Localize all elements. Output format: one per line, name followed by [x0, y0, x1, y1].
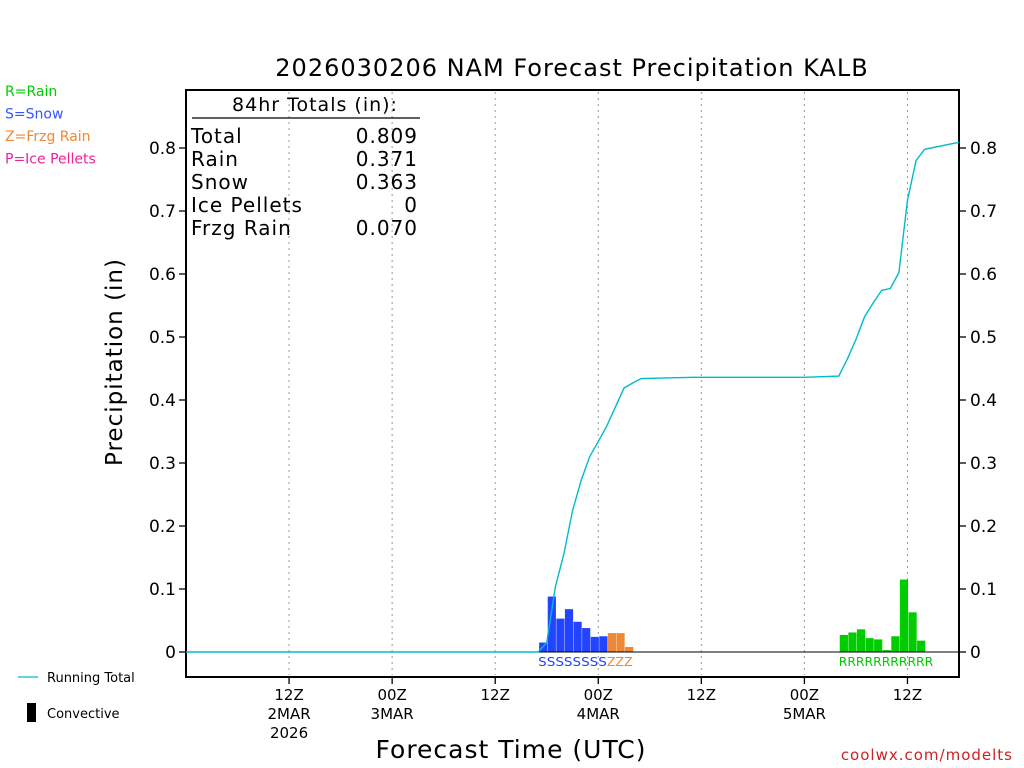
precip-bar — [874, 639, 883, 652]
totals-box: 84hr Totals (in): Total 0.809 Rain 0.371 Sno… — [190, 94, 420, 240]
y-tick-label-left: 0.1 — [149, 580, 176, 600]
type-legend-entry: S=Snow — [5, 107, 63, 123]
running-total-legend-label: Running Total — [47, 671, 135, 686]
precip-bar — [899, 579, 909, 652]
precip-bar — [882, 650, 891, 652]
totals-row-value: 0.809 — [356, 124, 418, 148]
running-total-series — [186, 141, 960, 653]
vertical-gridlines — [288, 92, 908, 675]
totals-rows: Total 0.809 Rain 0.371 Snow 0.363 Ice Pellets 0… — [190, 124, 418, 240]
precip-bar — [891, 636, 900, 652]
x-axis-label: Forecast Time (UTC) — [376, 735, 647, 764]
y-tick-label-right: 0.5 — [970, 328, 997, 348]
x-tick-time: 00Z — [377, 686, 406, 704]
y-axis-right: 0 0.1 0.2 0.3 0.4 0.5 0.6 0.7 0.8 — [959, 139, 997, 663]
x-tick-date: 5MAR — [783, 705, 826, 723]
y-tick-label-left: 0.7 — [149, 202, 176, 222]
precip-bar — [908, 612, 917, 652]
y-tick-label-left: 0 — [165, 643, 176, 663]
y-tick-label-right: 0.1 — [970, 580, 997, 600]
totals-row-label: Rain — [191, 147, 239, 171]
plot-frame — [185, 89, 960, 678]
precip-bar — [564, 609, 574, 652]
precip-bars — [539, 579, 926, 652]
precip-type-labels: SSSSSSSS ZZZ RRRRRRRRRRR — [538, 655, 933, 669]
totals-row-label: Snow — [191, 170, 249, 194]
y-tick-label-left: 0.8 — [149, 139, 176, 159]
precip-bar — [590, 636, 599, 652]
totals-row-value: 0.363 — [356, 170, 418, 194]
type-legend-entry: Z=Frzg Rain — [5, 129, 91, 145]
y-tick-label-right: 0.4 — [970, 391, 997, 411]
y-tick-label-right: 0.8 — [970, 139, 997, 159]
totals-row-value: 0.371 — [356, 147, 418, 171]
y-axis-label: Precipitation (in) — [102, 258, 128, 466]
x-tick-time: 12Z — [893, 686, 922, 704]
y-tick-label-left: 0.2 — [149, 517, 176, 537]
precip-type-label: ZZZ — [607, 655, 633, 669]
precip-bar — [599, 636, 608, 652]
totals-row-value: 0.070 — [356, 216, 418, 240]
precip-bar — [848, 632, 857, 652]
totals-row-label: Frzg Rain — [191, 216, 292, 240]
y-tick-label-left: 0.3 — [149, 454, 176, 474]
x-tick-time: 00Z — [584, 686, 613, 704]
y-tick-label-left: 0.4 — [149, 391, 176, 411]
x-tick-date: 4MAR — [577, 705, 620, 723]
precip-bar — [547, 596, 556, 652]
x-tick-time: 00Z — [790, 686, 819, 704]
x-tick-time: 12Z — [687, 686, 716, 704]
precip-bar — [607, 633, 617, 652]
precip-bar — [625, 646, 634, 652]
x-tick-date: 2MAR — [267, 705, 310, 723]
type-legend: R=Rain S=Snow Z=Frzg Rain P=Ice Pellets — [5, 84, 96, 168]
type-legend-entry: P=Ice Pellets — [5, 152, 96, 168]
totals-row-label: Ice Pellets — [191, 193, 303, 217]
precip-bar — [917, 640, 926, 652]
precip-bar — [856, 629, 866, 652]
x-tick-date: 3MAR — [371, 705, 414, 723]
precip-bar — [582, 628, 591, 652]
precip-bar — [865, 638, 874, 652]
y-tick-label-left: 0.6 — [149, 265, 176, 285]
precip-bar — [839, 634, 848, 652]
y-tick-label-right: 0.6 — [970, 265, 997, 285]
running-total-line — [186, 141, 960, 653]
y-tick-label-right: 0.3 — [970, 454, 997, 474]
series-legend: Running Total Convective — [18, 671, 135, 722]
x-tick-time: 12Z — [274, 686, 303, 704]
precip-type-label: SSSSSSSS — [538, 655, 607, 669]
type-legend-entry: R=Rain — [5, 84, 57, 100]
y-tick-label-right: 0 — [970, 643, 981, 663]
convective-legend-label: Convective — [47, 707, 120, 722]
totals-row-value: 0 — [404, 193, 418, 217]
y-tick-label-right: 0.2 — [970, 517, 997, 537]
totals-row-label: Total — [190, 124, 243, 148]
totals-header: 84hr Totals (in): — [232, 94, 398, 116]
y-tick-label-right: 0.7 — [970, 202, 997, 222]
chart-title: 2026030206 NAM Forecast Precipitation KA… — [275, 54, 868, 82]
precip-bar — [616, 633, 625, 652]
precip-bar — [556, 618, 565, 652]
precip-bar — [573, 621, 582, 652]
convective-legend-swatch — [27, 703, 36, 722]
credit-text: coolwx.com/modelts — [841, 746, 1013, 764]
y-tick-label-left: 0.5 — [149, 328, 176, 348]
precip-type-label: RRRRRRRRRRR — [839, 655, 933, 669]
x-tick-time: 12Z — [481, 686, 510, 704]
x-tick-year: 2026 — [270, 724, 308, 742]
y-axis-left: 0 0.1 0.2 0.3 0.4 0.5 0.6 0.7 0.8 — [149, 139, 186, 663]
